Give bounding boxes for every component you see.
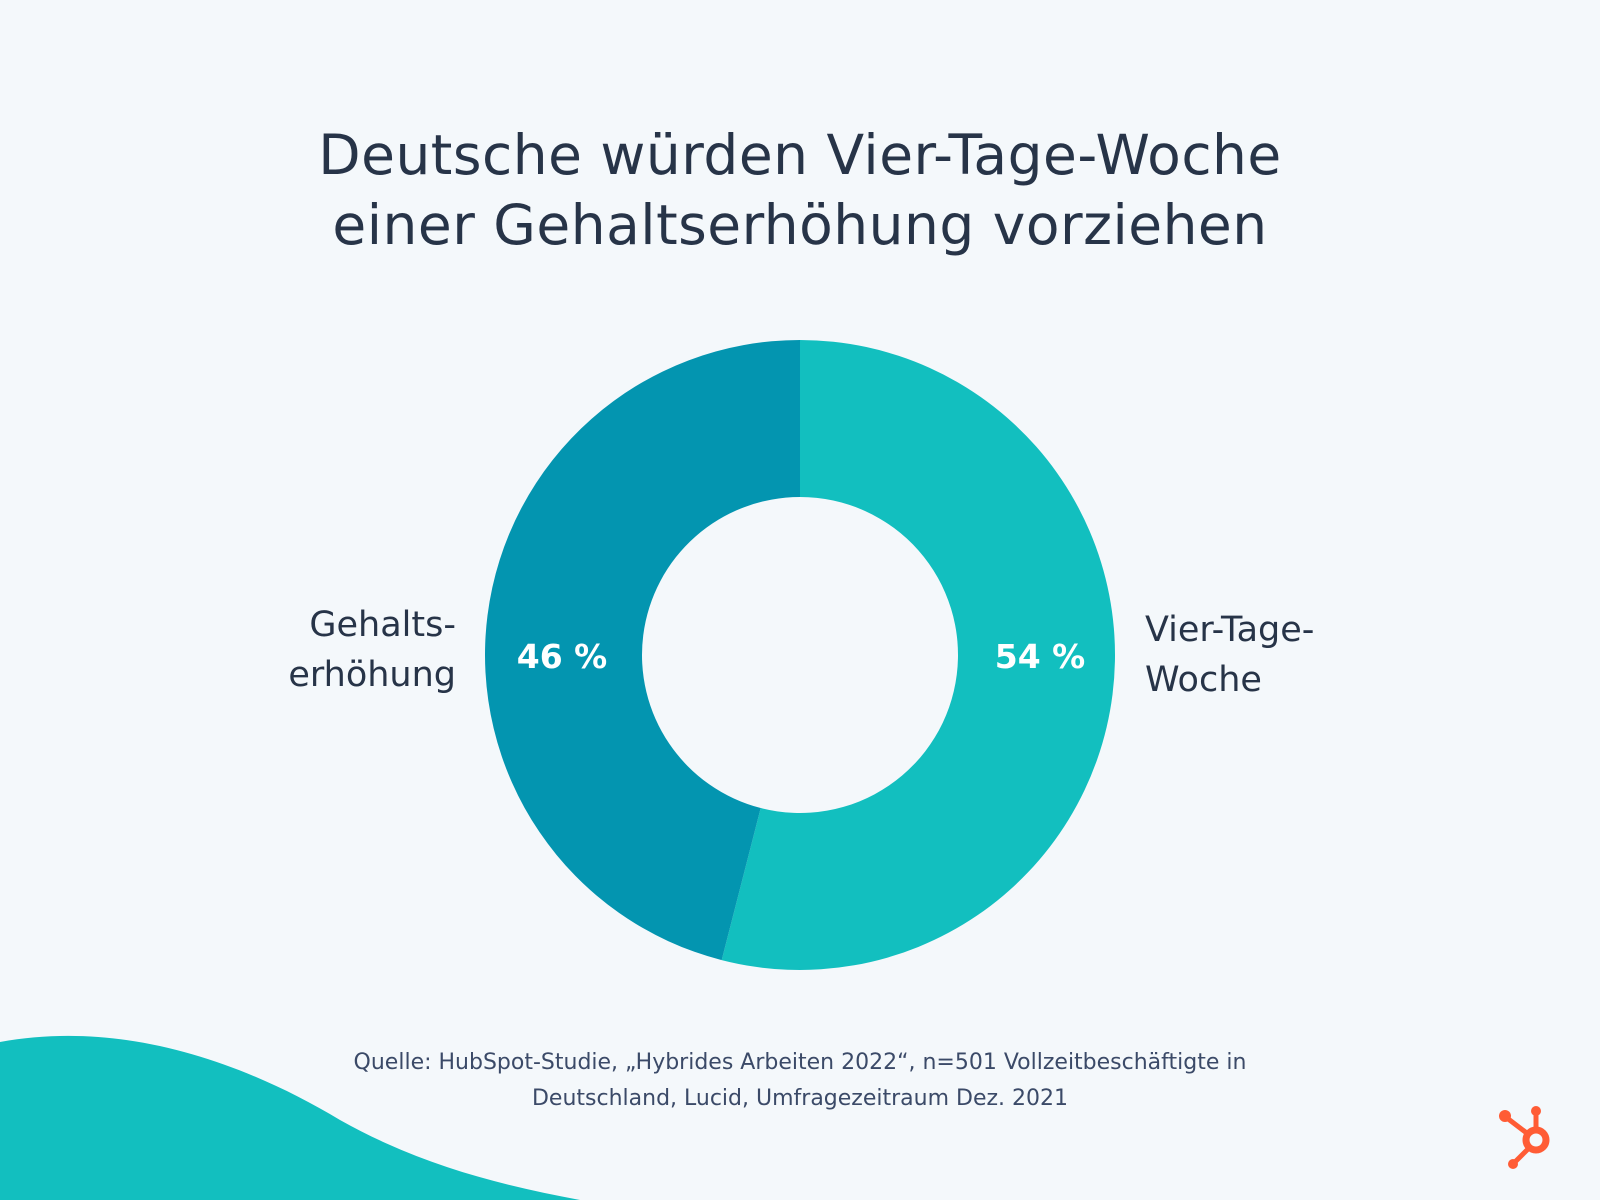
hubspot-sprocket-icon	[1499, 1106, 1550, 1169]
source-note-line-1: Quelle: HubSpot-Studie, „Hybrides Arbeit…	[353, 1050, 1247, 1075]
source-note-line-2: Deutschland, Lucid, Umfragezeitraum Dez.…	[531, 1086, 1069, 1111]
slice-label-gehaltserhoehung-line-2: erhöhung	[288, 655, 456, 695]
chart-title: Deutsche würden Vier-Tage-Woche einer Ge…	[0, 120, 1600, 260]
slice-label-gehaltserhoehung-line-1: Gehalts-	[309, 605, 456, 645]
slice-value-gehaltserhoehung: 46 %	[517, 637, 607, 676]
chart-title-line-2: einer Gehaltserhöhung vorziehen	[332, 193, 1268, 257]
slice-value-vier-tage-woche: 54 %	[995, 637, 1085, 676]
slice-label-vier-tage-woche: Vier-Tage- Woche	[1145, 605, 1314, 705]
slice-label-vier-tage-woche-line-2: Woche	[1145, 660, 1262, 700]
source-note: Quelle: HubSpot-Studie, „Hybrides Arbeit…	[0, 1045, 1600, 1117]
donut-slice-gehaltserhoehung	[484, 340, 800, 961]
slice-label-vier-tage-woche-line-1: Vier-Tage-	[1145, 610, 1315, 650]
donut-slice-vier-tage-woche	[721, 340, 1115, 970]
chart-title-line-1: Deutsche würden Vier-Tage-Woche	[318, 123, 1282, 187]
slice-label-gehaltserhoehung: Gehalts- erhöhung	[288, 600, 456, 700]
